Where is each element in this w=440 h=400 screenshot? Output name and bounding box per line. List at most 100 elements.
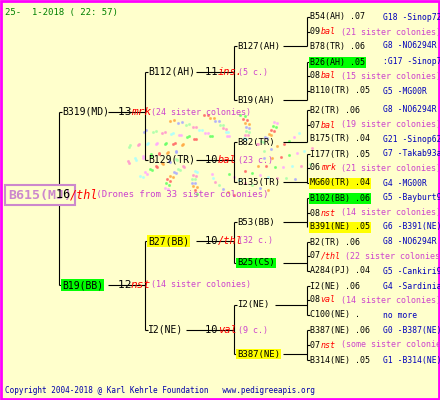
Point: [132, 157, 139, 163]
Text: G18 -Sinop72R: G18 -Sinop72R: [383, 12, 440, 22]
Point: [280, 164, 287, 170]
Text: G21 -Sinop62R: G21 -Sinop62R: [383, 134, 440, 144]
Text: G1 -B314(NE): G1 -B314(NE): [383, 356, 440, 364]
Point: [170, 141, 177, 147]
Text: (22 sister colonies): (22 sister colonies): [335, 252, 440, 260]
Point: [200, 112, 207, 118]
Point: [225, 129, 232, 135]
Point: [178, 131, 185, 138]
Point: [199, 126, 206, 133]
Text: B314(NE) .05: B314(NE) .05: [310, 356, 370, 364]
Text: B112(AH): B112(AH): [148, 67, 195, 77]
Point: [269, 123, 276, 129]
Point: [273, 174, 280, 181]
Point: [135, 142, 142, 148]
Point: [148, 151, 155, 157]
Point: [132, 155, 139, 161]
Point: [260, 155, 268, 162]
Text: B129(TR): B129(TR): [148, 155, 195, 165]
Point: [163, 140, 170, 146]
Text: (14 sister colonies): (14 sister colonies): [146, 280, 251, 290]
Text: G8 -NO6294R: G8 -NO6294R: [383, 42, 436, 50]
Point: [178, 142, 185, 148]
Point: [277, 154, 284, 160]
Point: [244, 117, 251, 123]
Point: [156, 150, 163, 156]
Text: C100(NE) .: C100(NE) .: [310, 310, 360, 320]
Point: [265, 186, 272, 193]
Point: [298, 162, 305, 169]
Point: [242, 136, 249, 142]
Text: G8 -NO6294R: G8 -NO6294R: [383, 106, 436, 114]
Text: (32 c.): (32 c.): [233, 236, 273, 246]
Point: [172, 156, 180, 162]
Point: [153, 141, 160, 147]
Point: [167, 178, 174, 184]
Text: (Drones from 33 sister colonies): (Drones from 33 sister colonies): [91, 190, 268, 200]
Text: 10: 10: [205, 155, 224, 165]
Text: B135(TR): B135(TR): [237, 178, 280, 186]
Point: [292, 176, 299, 182]
Text: MG60(TR) .04: MG60(TR) .04: [310, 178, 370, 188]
Point: [156, 151, 163, 157]
Text: B54(AH) .07: B54(AH) .07: [310, 12, 365, 22]
Text: 10: 10: [205, 236, 224, 246]
Text: B391(NE) .05: B391(NE) .05: [310, 222, 370, 232]
Point: [224, 189, 231, 195]
Point: [164, 150, 171, 156]
Point: [150, 129, 157, 136]
Text: I2(NE) .06: I2(NE) .06: [310, 282, 360, 290]
Point: [186, 121, 193, 127]
Point: [145, 140, 152, 146]
Point: [293, 150, 300, 156]
Point: [226, 171, 233, 177]
Point: [241, 113, 248, 119]
Point: [166, 159, 173, 165]
Point: [139, 174, 146, 180]
Text: (9 c.): (9 c.): [233, 326, 268, 334]
Text: G4 -MG00R: G4 -MG00R: [383, 178, 427, 188]
Text: /thl: /thl: [321, 252, 341, 260]
Text: B78(TR) .06: B78(TR) .06: [310, 42, 365, 50]
Text: 07: 07: [310, 252, 325, 260]
Point: [285, 152, 292, 158]
Point: [220, 125, 227, 132]
Point: [125, 157, 132, 164]
Point: [242, 180, 249, 186]
Text: (15 sister colonies): (15 sister colonies): [331, 72, 440, 80]
Text: B127(AH): B127(AH): [237, 42, 280, 50]
Point: [165, 186, 172, 192]
Text: G7 -Takab93aR: G7 -Takab93aR: [383, 150, 440, 158]
Text: (some sister colonies): (some sister colonies): [331, 340, 440, 350]
Point: [167, 172, 174, 179]
Point: [174, 166, 181, 172]
Point: [191, 187, 198, 194]
Point: [280, 140, 287, 147]
Point: [189, 179, 196, 186]
Point: [152, 128, 159, 134]
Text: G0 -B387(NE): G0 -B387(NE): [383, 326, 440, 334]
Point: [215, 182, 222, 188]
Point: [148, 167, 155, 174]
Text: mrk: mrk: [131, 107, 151, 117]
Point: [140, 129, 147, 135]
Point: [192, 172, 199, 179]
Point: [161, 184, 168, 191]
Point: [224, 132, 231, 139]
Point: [260, 138, 267, 145]
Point: [192, 168, 199, 174]
Point: [193, 184, 200, 190]
Point: [206, 133, 213, 139]
Text: B175(TR) .04: B175(TR) .04: [310, 134, 370, 144]
Text: G6 -B391(NE): G6 -B391(NE): [383, 222, 440, 232]
Text: bal: bal: [321, 72, 336, 80]
Point: [161, 141, 169, 147]
Point: [289, 163, 296, 170]
Point: [147, 166, 154, 172]
Point: [211, 115, 218, 121]
Text: /thl: /thl: [218, 236, 243, 246]
Point: [301, 148, 308, 154]
Text: 10: 10: [205, 325, 224, 335]
Point: [242, 168, 249, 174]
Text: 08: 08: [310, 72, 325, 80]
